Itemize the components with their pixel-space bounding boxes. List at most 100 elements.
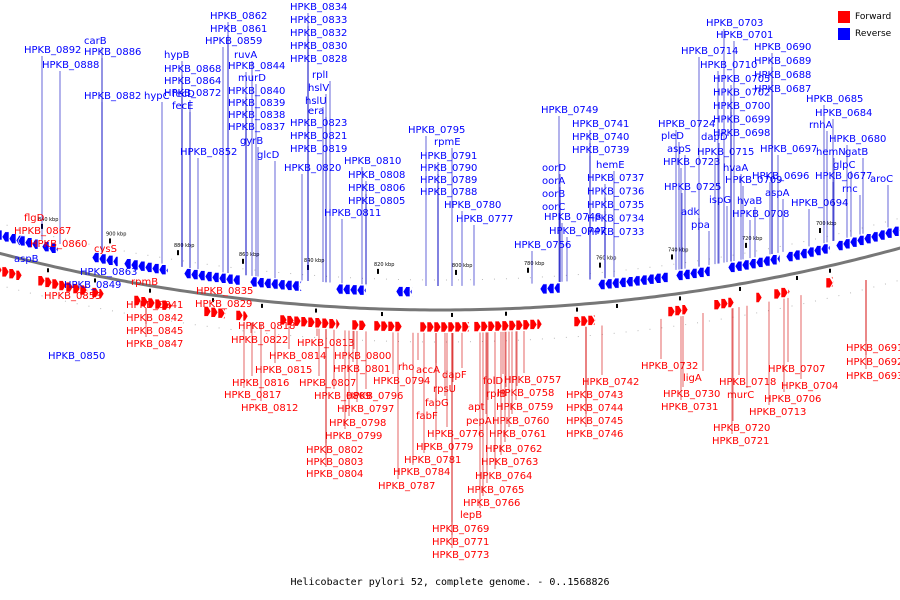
reverse-gene-label: HPKB_0723 <box>663 157 720 168</box>
reverse-gene-arrow <box>675 270 684 281</box>
forward-gene-label: HPKB_0693 <box>846 371 900 382</box>
reverse-gene-label: HPKB_0715 <box>697 147 754 158</box>
forward-gene-arrow <box>447 321 456 333</box>
reverse-gene-label: HPKB_0795 <box>408 125 465 136</box>
reverse-gene-arrow <box>41 241 50 252</box>
forward-gene-label: HPKB_0776 <box>427 429 484 440</box>
forward-gene-arrow <box>529 319 538 330</box>
reverse-gene-arrow <box>8 233 17 244</box>
reverse-gene-label: HPKB_0688 <box>754 70 811 81</box>
forward-gene-label: HPKB_0771 <box>432 537 489 548</box>
forward-gene-label: pepA <box>466 416 492 427</box>
reverse-gene-label: HPKB_0697 <box>760 144 817 155</box>
reverse-gene-label: hyaB <box>737 196 762 207</box>
forward-gene-label: HPKB_0822 <box>231 335 288 346</box>
reverse-gene-arrow <box>849 236 858 248</box>
scale-tick-label: 820 kbp <box>374 262 394 268</box>
forward-gene-label: apt <box>468 402 484 413</box>
reverse-gene-label: ppa <box>691 220 710 231</box>
forward-gene-arrow <box>433 321 442 333</box>
forward-gene-label: flgD <box>24 213 45 224</box>
reverse-gene-arrow <box>820 243 829 255</box>
scale-tick-label: 700 kbp <box>816 221 836 227</box>
feature-marker <box>47 268 49 273</box>
feature-marker <box>796 275 798 280</box>
scale-tick-mark <box>671 254 673 260</box>
forward-gene-label: HPKB_0809 <box>314 391 371 402</box>
forward-gene-label: rho <box>398 362 414 373</box>
reverse-gene-label: rnc <box>842 184 858 195</box>
forward-gene-label: HPKB_0760 <box>492 416 549 427</box>
forward-gene-arrow <box>358 319 367 331</box>
forward-gene-arrow <box>387 321 396 332</box>
forward-gene-label: HPKB_0803 <box>306 457 363 468</box>
feature-marker <box>679 296 681 301</box>
forward-gene-arrow <box>1 266 10 278</box>
reverse-gene-label: HPKB_0739 <box>572 145 629 156</box>
forward-gene-arrow <box>667 306 676 317</box>
forward-gene-label: HPKB_0746 <box>566 429 623 440</box>
reverse-gene-label: rnhA <box>809 120 833 131</box>
reverse-gene-label: murD <box>238 73 266 84</box>
reverse-gene-arrow <box>604 278 613 290</box>
feature-marker <box>576 307 578 312</box>
forward-gene-label: HPKB_0781 <box>404 455 461 466</box>
reverse-gene-arrow <box>799 248 808 259</box>
forward-gene-arrow <box>300 316 309 328</box>
reverse-gene-arrow <box>597 279 606 290</box>
reverse-gene-arrow <box>842 238 851 250</box>
forward-gene-label: HPKB_0704 <box>781 381 838 392</box>
forward-gene-arrow <box>8 268 17 279</box>
forward-gene-arrow <box>487 320 496 332</box>
reverse-gene-arrow <box>762 255 771 267</box>
reverse-gene-label: hslU <box>305 96 327 107</box>
reverse-gene-arrow <box>639 274 648 286</box>
reverse-gene-label: HPKB_0780 <box>444 200 501 211</box>
forward-gene-label: murC <box>727 390 754 401</box>
reverse-gene-label: hslV <box>308 83 329 94</box>
reverse-gene-label: gatB <box>845 147 868 158</box>
reverse-gene-label: HPKB_0828 <box>290 54 347 65</box>
forward-gene-arrow <box>720 298 729 309</box>
feature-marker <box>315 308 317 313</box>
forward-gene-arrow <box>133 295 142 306</box>
forward-gene-label: HPKB_0787 <box>378 481 435 492</box>
reverse-gene-arrow <box>232 274 241 286</box>
reverse-gene-label: HPKB_0882 <box>84 91 141 102</box>
reverse-gene-arrow <box>98 253 107 265</box>
reverse-gene-arrow <box>1 231 10 243</box>
forward-gene-arrow <box>242 310 249 322</box>
forward-gene-label: HPKB_0706 <box>764 394 821 405</box>
reverse-swatch <box>838 27 850 40</box>
forward-gene-label: HPKB_0757 <box>504 375 561 386</box>
forward-gene-label: HPKB_0764 <box>475 471 532 482</box>
reverse-gene-arrow <box>827 242 832 254</box>
reverse-gene-arrow <box>91 252 100 263</box>
reverse-gene-label: HPKB_0849 <box>64 280 121 291</box>
forward-gene-label: fabF <box>416 411 438 422</box>
reverse-gene-label: ispG <box>709 195 731 206</box>
scale-tick-mark <box>745 242 747 248</box>
forward-gene-label: HPKB_0713 <box>749 407 806 418</box>
forward-gene-label: HPKB_0765 <box>467 485 524 496</box>
forward-gene-label: HPKB_0867 <box>14 226 71 237</box>
reverse-gene-label: hypC <box>144 91 170 102</box>
reverse-gene-arrow <box>703 266 711 277</box>
scale-tick-mark <box>109 238 111 244</box>
scale-tick-mark <box>819 227 821 233</box>
forward-gene-label: HPKB_0804 <box>306 469 363 480</box>
forward-gene-arrow <box>0 266 3 274</box>
reverse-gene-arrow <box>891 226 900 237</box>
forward-gene-label: rpsU <box>433 384 456 395</box>
reverse-gene-label: HPKB_0685 <box>806 94 863 105</box>
reverse-gene-label: HPKB_0756 <box>514 240 571 251</box>
reverse-gene-label: HPKB_0838 <box>228 110 285 121</box>
scale-tick-label: 860 kbp <box>239 252 259 258</box>
reverse-gene-label: HPKB_0701 <box>716 30 773 41</box>
reverse-gene-label: HPKB_0737 <box>587 173 644 184</box>
forward-gene-arrow <box>830 276 835 288</box>
forward-gene-label: HPKB_0745 <box>566 416 623 427</box>
reverse-gene-arrow <box>342 284 351 295</box>
reverse-gene-arrow <box>165 265 170 276</box>
forward-gene-label: HPKB_0797 <box>337 404 394 415</box>
